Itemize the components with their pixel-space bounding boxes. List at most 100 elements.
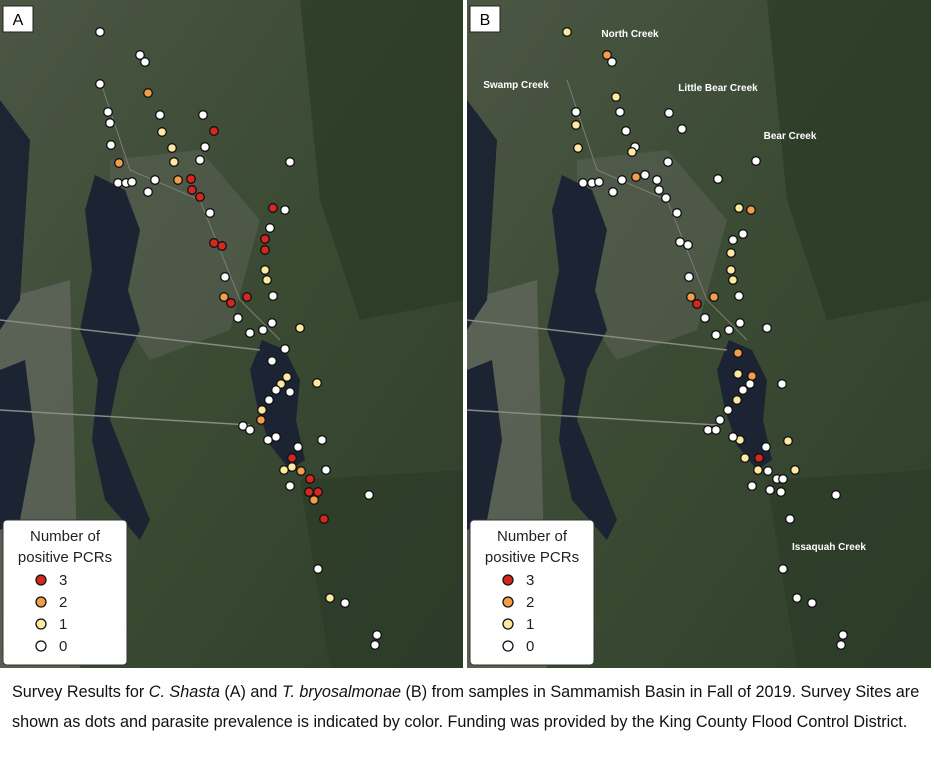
legend-box	[469, 519, 595, 666]
survey-site	[364, 490, 374, 500]
survey-site	[195, 155, 205, 165]
panel-label: B	[480, 12, 491, 29]
survey-site	[738, 229, 748, 239]
survey-site	[677, 124, 687, 134]
survey-site	[684, 272, 694, 282]
caption-text: Survey Results for	[12, 683, 149, 701]
survey-site	[778, 564, 788, 574]
survey-site	[167, 143, 177, 153]
survey-site	[105, 118, 115, 128]
survey-site	[738, 385, 748, 395]
survey-site	[747, 371, 757, 381]
survey-site	[627, 147, 637, 157]
survey-site	[785, 514, 795, 524]
legend-label: 2	[526, 594, 534, 611]
survey-site	[608, 187, 618, 197]
survey-site	[578, 178, 588, 188]
survey-site	[135, 50, 145, 60]
creek-label: North Creek	[601, 29, 659, 40]
survey-site	[745, 379, 755, 389]
survey-site	[617, 175, 627, 185]
survey-site	[723, 405, 733, 415]
survey-site	[143, 187, 153, 197]
survey-site	[262, 275, 272, 285]
survey-site	[675, 237, 685, 247]
survey-site	[256, 415, 266, 425]
survey-site	[271, 432, 281, 442]
survey-site	[150, 175, 160, 185]
survey-site	[285, 481, 295, 491]
legend-label: 2	[59, 594, 67, 611]
survey-site	[807, 598, 817, 608]
survey-site	[282, 372, 292, 382]
survey-site	[296, 466, 306, 476]
creek-label: Bear Creek	[764, 131, 817, 142]
legend-label: 1	[59, 616, 67, 633]
survey-site	[724, 325, 734, 335]
survey-site	[268, 291, 278, 301]
legend-label: 0	[526, 638, 534, 655]
survey-site	[285, 387, 295, 397]
survey-site	[267, 356, 277, 366]
survey-site	[260, 234, 270, 244]
survey-site	[173, 175, 183, 185]
survey-site	[683, 240, 693, 250]
figure: A Number of positive PCRs 3 2 1 0 North Creek Sw…	[0, 0, 932, 670]
survey-site	[106, 140, 116, 150]
survey-site	[661, 193, 671, 203]
survey-site	[268, 203, 278, 213]
survey-site	[258, 325, 268, 335]
survey-site	[594, 177, 604, 187]
legend-swatch	[502, 640, 514, 652]
legend-swatch	[35, 640, 47, 652]
survey-site	[761, 442, 771, 452]
survey-site	[754, 453, 764, 463]
survey-site	[703, 425, 713, 435]
survey-site	[751, 156, 761, 166]
legend-label: 1	[526, 616, 534, 633]
legend-title: Number of	[497, 528, 568, 545]
survey-site	[715, 415, 725, 425]
survey-site	[340, 598, 350, 608]
survey-site	[198, 110, 208, 120]
creek-label: Little Bear Creek	[678, 83, 758, 94]
survey-site	[711, 330, 721, 340]
survey-site	[287, 453, 297, 463]
survey-site	[157, 127, 167, 137]
survey-site	[726, 248, 736, 258]
survey-site	[127, 177, 137, 187]
survey-site	[143, 88, 153, 98]
survey-site	[746, 205, 756, 215]
survey-site	[611, 92, 621, 102]
survey-site	[245, 328, 255, 338]
panel-label-box	[469, 5, 501, 33]
survey-site	[265, 223, 275, 233]
survey-site	[602, 50, 612, 60]
survey-site	[285, 157, 295, 167]
caption-species: T. bryosalmonae	[281, 683, 402, 701]
panel-label-box	[2, 5, 34, 33]
survey-site	[209, 238, 219, 248]
survey-site	[317, 435, 327, 445]
survey-site	[280, 205, 290, 215]
survey-site	[279, 465, 289, 475]
survey-site	[571, 107, 581, 117]
survey-site	[271, 385, 281, 395]
survey-site	[233, 313, 243, 323]
survey-site	[325, 593, 335, 603]
caption-species: C. Shasta	[148, 683, 220, 701]
survey-site	[260, 245, 270, 255]
survey-site	[732, 395, 742, 405]
caption-text: (A) and	[219, 683, 282, 701]
survey-site	[293, 442, 303, 452]
survey-site	[726, 265, 736, 275]
survey-site	[652, 175, 662, 185]
legend-swatch	[35, 618, 47, 630]
survey-site	[169, 157, 179, 167]
survey-site	[305, 474, 315, 484]
legend-label: 3	[59, 572, 67, 589]
survey-site	[692, 299, 702, 309]
legend-swatch	[502, 596, 514, 608]
survey-site	[226, 298, 236, 308]
